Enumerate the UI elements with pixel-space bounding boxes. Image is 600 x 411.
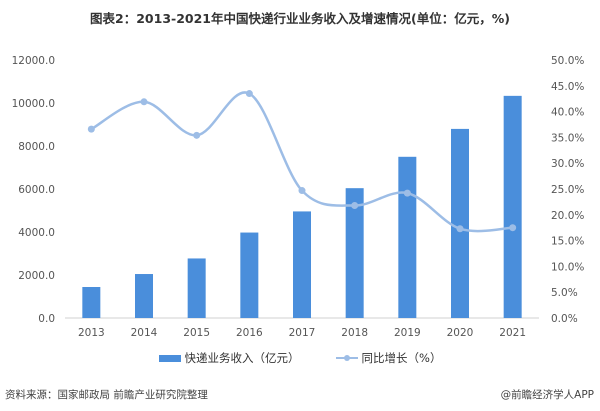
right-tick-label: 40.0% bbox=[551, 107, 584, 119]
x-tick-label: 2018 bbox=[341, 327, 368, 339]
growth-point-2020 bbox=[456, 225, 464, 233]
bar-2021 bbox=[503, 95, 522, 318]
legend-label: 同比增长（%） bbox=[361, 351, 442, 365]
right-tick-label: 10.0% bbox=[551, 261, 584, 273]
x-tick-label: 2020 bbox=[447, 327, 474, 339]
legend-item-growth: 同比增长（%） bbox=[335, 350, 442, 366]
bar-2018 bbox=[345, 188, 364, 318]
legend: 快递业务收入（亿元） 同比增长（%） bbox=[0, 350, 600, 366]
left-tick-label: 2000.0 bbox=[18, 270, 55, 282]
bar-2019 bbox=[398, 156, 417, 318]
growth-point-2016 bbox=[245, 90, 253, 98]
bar-2020 bbox=[451, 128, 469, 318]
left-tick-label: 4000.0 bbox=[18, 227, 55, 239]
bar-2015 bbox=[187, 258, 206, 318]
right-tick-label: 50.0% bbox=[551, 55, 584, 67]
left-tick-label: 0.0 bbox=[38, 313, 55, 325]
growth-point-2014 bbox=[140, 98, 148, 106]
bar-2014 bbox=[135, 274, 153, 318]
right-tick-label: 45.0% bbox=[551, 81, 584, 93]
bar-2016 bbox=[240, 232, 259, 318]
growth-point-2021 bbox=[509, 224, 517, 232]
legend-bar-swatch bbox=[158, 354, 181, 362]
x-tick-label: 2016 bbox=[236, 327, 263, 339]
x-tick-label: 2014 bbox=[131, 327, 158, 339]
right-tick-label: 15.0% bbox=[551, 236, 584, 248]
legend-line-swatch bbox=[335, 355, 358, 361]
legend-item-revenue: 快递业务收入（亿元） bbox=[158, 350, 300, 366]
right-tick-label: 30.0% bbox=[551, 158, 584, 170]
left-tick-label: 6000.0 bbox=[18, 184, 55, 196]
bar-2013 bbox=[82, 287, 101, 318]
right-tick-label: 20.0% bbox=[551, 210, 584, 222]
right-tick-label: 0.0% bbox=[551, 313, 578, 325]
right-tick-label: 35.0% bbox=[551, 132, 584, 144]
x-tick-label: 2017 bbox=[289, 327, 316, 339]
right-tick-label: 5.0% bbox=[551, 287, 578, 299]
source-note: 资料来源：国家邮政局 前瞻产业研究院整理 bbox=[5, 389, 208, 401]
credit: @前瞻经济学人APP bbox=[500, 389, 594, 401]
right-tick-label: 25.0% bbox=[551, 184, 584, 196]
left-tick-label: 10000.0 bbox=[12, 98, 55, 110]
x-tick-label: 2019 bbox=[394, 327, 421, 339]
bar-2017 bbox=[293, 211, 311, 318]
growth-point-2013 bbox=[87, 125, 95, 133]
x-tick-label: 2021 bbox=[499, 327, 526, 339]
growth-point-2018 bbox=[351, 202, 359, 210]
growth-point-2015 bbox=[193, 131, 201, 139]
x-tick-label: 2015 bbox=[183, 327, 210, 339]
legend-label: 快递业务收入（亿元） bbox=[184, 351, 300, 365]
growth-point-2017 bbox=[298, 187, 306, 195]
x-tick-label: 2013 bbox=[78, 327, 105, 339]
chart-svg: 0.0 2000.0 4000.0 6000.0 8000.0 10000.0 12000.… bbox=[12, 55, 585, 339]
chart-title: 图表2：2013-2021年中国快递行业业务收入及增速情况(单位：亿元，%) bbox=[90, 11, 510, 26]
growth-line bbox=[90, 91, 513, 233]
left-tick-label: 8000.0 bbox=[18, 141, 55, 153]
growth-point-2019 bbox=[403, 189, 411, 197]
left-tick-label: 12000.0 bbox=[12, 55, 55, 67]
